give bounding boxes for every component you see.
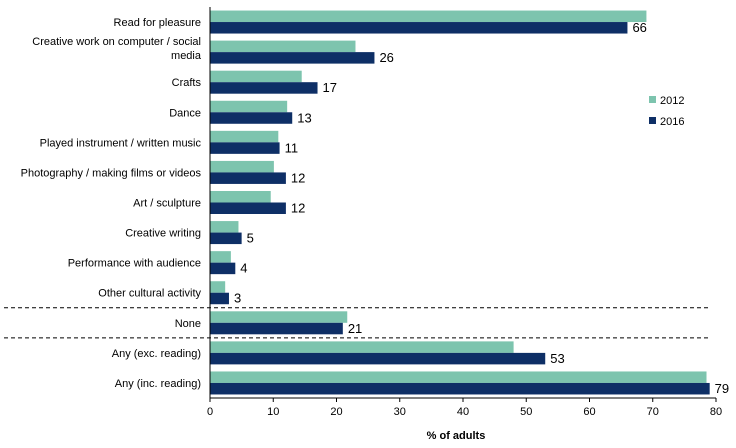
x-tick-label: 0 (207, 406, 213, 418)
x-tick-label: 30 (394, 406, 406, 418)
bar-2012 (210, 70, 302, 83)
bar-2012 (210, 341, 514, 353)
data-labels: 66 26 17 13 11 12 12 54 3 21 53 79 (234, 20, 729, 396)
category-label: Any (exc. reading) (112, 348, 201, 360)
category-label: Performance with audience (68, 258, 201, 270)
x-tick-label: 40 (457, 406, 469, 418)
bar-2016 (210, 82, 318, 94)
category-label: Other cultural activity (98, 288, 201, 300)
category-label: Any (inc. reading) (115, 378, 201, 390)
bar-2016 (210, 232, 242, 245)
bar-2012 (210, 40, 356, 53)
bar-2012 (210, 130, 279, 143)
data-label: 13 (297, 110, 311, 125)
category-label: Photography / making films or videos (21, 167, 202, 179)
legend: 2012 2016 (649, 95, 684, 128)
category-labels: Read for pleasure Creative work on comput… (21, 17, 202, 390)
bar-2012 (210, 251, 231, 263)
data-label: 26 (379, 50, 393, 65)
data-label: 66 (632, 20, 646, 35)
bar-2012 (210, 281, 226, 293)
data-label: 17 (323, 80, 337, 95)
bar-2012 (210, 10, 647, 23)
x-axis: 0 10 20 30 40 50 60 70 80 (207, 7, 722, 418)
category-label: Creative work on computer / social (32, 36, 201, 48)
bars (210, 10, 710, 395)
bar-2012 (210, 191, 271, 203)
bar-2016 (210, 262, 236, 275)
separators (4, 307, 708, 339)
category-label: None (175, 318, 201, 330)
x-axis-title: % of adults (427, 430, 486, 442)
category-label: Art / sculpture (133, 198, 201, 210)
data-label: 5 (247, 231, 254, 246)
category-label: media (171, 50, 202, 62)
category-label: Read for pleasure (114, 17, 201, 29)
legend-swatch-2016 (649, 117, 656, 124)
data-label: 12 (291, 170, 305, 185)
bar-2016 (210, 382, 710, 395)
bar-2012 (210, 311, 348, 323)
legend-label: 2012 (660, 95, 684, 107)
data-label: 12 (291, 201, 305, 216)
bar-2016 (210, 52, 375, 64)
x-tick-label: 70 (647, 406, 659, 418)
data-label: 53 (550, 351, 564, 366)
legend-label: 2016 (660, 116, 684, 128)
category-label: Dance (169, 107, 201, 119)
bar-2012 (210, 221, 239, 233)
bar-2012 (210, 160, 274, 173)
data-label: 79 (715, 381, 729, 396)
bar-2016 (210, 142, 280, 154)
legend-swatch-2012 (649, 96, 656, 103)
data-label: 11 (285, 140, 299, 155)
x-tick-label: 10 (267, 406, 279, 418)
data-label: 4 (240, 261, 247, 276)
bar-2016 (210, 352, 546, 365)
category-label: Crafts (172, 77, 202, 89)
category-label: Played instrument / written music (40, 137, 202, 149)
bar-2012 (210, 371, 707, 383)
x-tick-label: 50 (520, 406, 532, 418)
x-tick-label: 20 (330, 406, 342, 418)
bar-2016 (210, 112, 293, 124)
x-tick-label: 60 (583, 406, 595, 418)
bar-2016 (210, 322, 343, 335)
category-label: Creative writing (125, 228, 201, 240)
bar-2016 (210, 172, 286, 184)
bar-2012 (210, 100, 288, 113)
bar-2016 (210, 22, 628, 34)
bar-2016 (210, 292, 229, 305)
bar-2016 (210, 202, 286, 214)
data-label: 3 (234, 291, 241, 306)
data-label: 21 (348, 321, 362, 336)
x-tick-label: 80 (710, 406, 722, 418)
